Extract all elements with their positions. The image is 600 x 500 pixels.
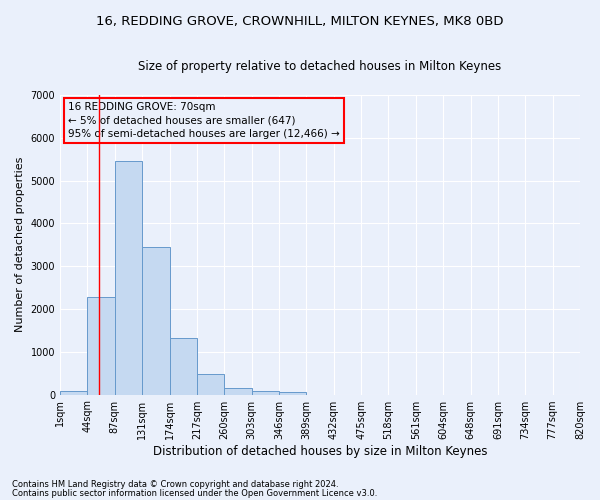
Bar bbox=[224, 388, 251, 394]
Text: 16 REDDING GROVE: 70sqm
← 5% of detached houses are smaller (647)
95% of semi-de: 16 REDDING GROVE: 70sqm ← 5% of detached… bbox=[68, 102, 340, 139]
Bar bbox=[142, 247, 170, 394]
Bar bbox=[251, 390, 279, 394]
Bar bbox=[88, 297, 115, 394]
Bar bbox=[279, 392, 307, 394]
Title: Size of property relative to detached houses in Milton Keynes: Size of property relative to detached ho… bbox=[139, 60, 502, 73]
Text: Contains public sector information licensed under the Open Government Licence v3: Contains public sector information licen… bbox=[12, 488, 377, 498]
X-axis label: Distribution of detached houses by size in Milton Keynes: Distribution of detached houses by size … bbox=[153, 444, 487, 458]
Text: 16, REDDING GROVE, CROWNHILL, MILTON KEYNES, MK8 0BD: 16, REDDING GROVE, CROWNHILL, MILTON KEY… bbox=[96, 15, 504, 28]
Bar bbox=[197, 374, 224, 394]
Text: Contains HM Land Registry data © Crown copyright and database right 2024.: Contains HM Land Registry data © Crown c… bbox=[12, 480, 338, 489]
Bar bbox=[115, 161, 142, 394]
Bar bbox=[60, 391, 88, 394]
Bar bbox=[170, 338, 197, 394]
Y-axis label: Number of detached properties: Number of detached properties bbox=[15, 157, 25, 332]
